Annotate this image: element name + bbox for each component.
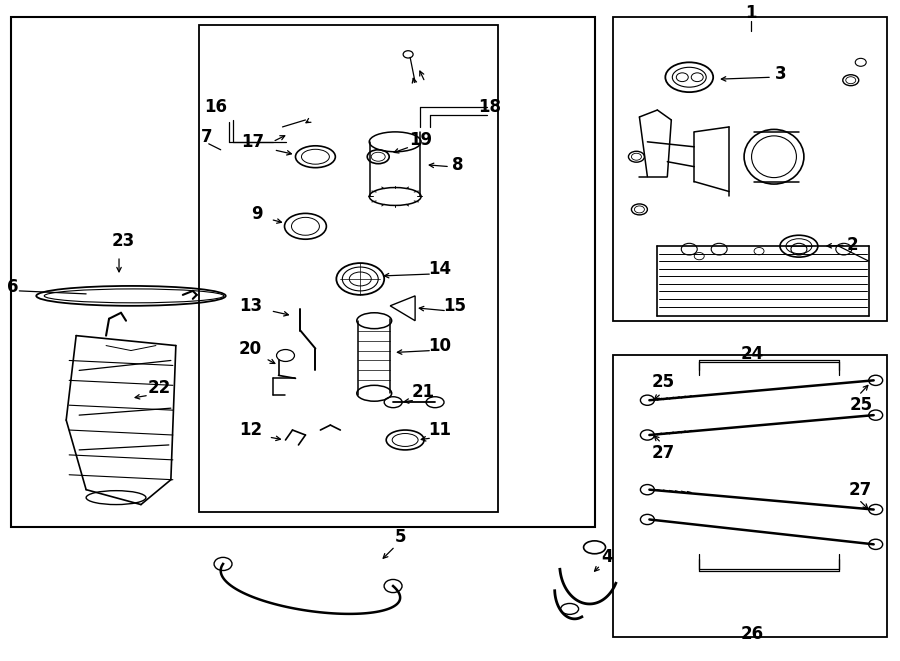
Text: 2: 2 bbox=[847, 236, 859, 254]
Text: 25: 25 bbox=[850, 396, 872, 414]
Text: 15: 15 bbox=[444, 297, 466, 315]
Text: 25: 25 bbox=[652, 373, 675, 391]
Text: 3: 3 bbox=[775, 65, 787, 83]
Text: 10: 10 bbox=[428, 336, 452, 354]
Text: 12: 12 bbox=[239, 421, 262, 439]
Text: 9: 9 bbox=[251, 206, 263, 223]
Text: 23: 23 bbox=[112, 232, 135, 251]
Text: 18: 18 bbox=[479, 98, 501, 116]
Text: 24: 24 bbox=[741, 344, 764, 362]
Text: 7: 7 bbox=[201, 128, 212, 146]
Text: 5: 5 bbox=[394, 528, 406, 547]
Text: 8: 8 bbox=[452, 156, 464, 174]
Text: 11: 11 bbox=[428, 421, 452, 439]
Text: 16: 16 bbox=[204, 98, 227, 116]
Bar bbox=[12, 17, 595, 527]
Text: 27: 27 bbox=[652, 444, 675, 462]
Text: 27: 27 bbox=[849, 481, 872, 498]
Text: 1: 1 bbox=[745, 3, 757, 22]
Text: 6: 6 bbox=[7, 278, 19, 296]
Text: 19: 19 bbox=[410, 131, 433, 149]
Text: 14: 14 bbox=[428, 260, 452, 278]
Text: 26: 26 bbox=[741, 625, 763, 642]
Bar bbox=[199, 24, 498, 512]
Bar bbox=[614, 17, 886, 321]
Text: 21: 21 bbox=[411, 383, 435, 401]
Text: 17: 17 bbox=[241, 133, 265, 151]
Text: 20: 20 bbox=[239, 340, 262, 358]
Text: 13: 13 bbox=[239, 297, 262, 315]
Text: 22: 22 bbox=[148, 379, 170, 397]
Bar bbox=[614, 356, 886, 637]
Text: 4: 4 bbox=[602, 548, 613, 566]
